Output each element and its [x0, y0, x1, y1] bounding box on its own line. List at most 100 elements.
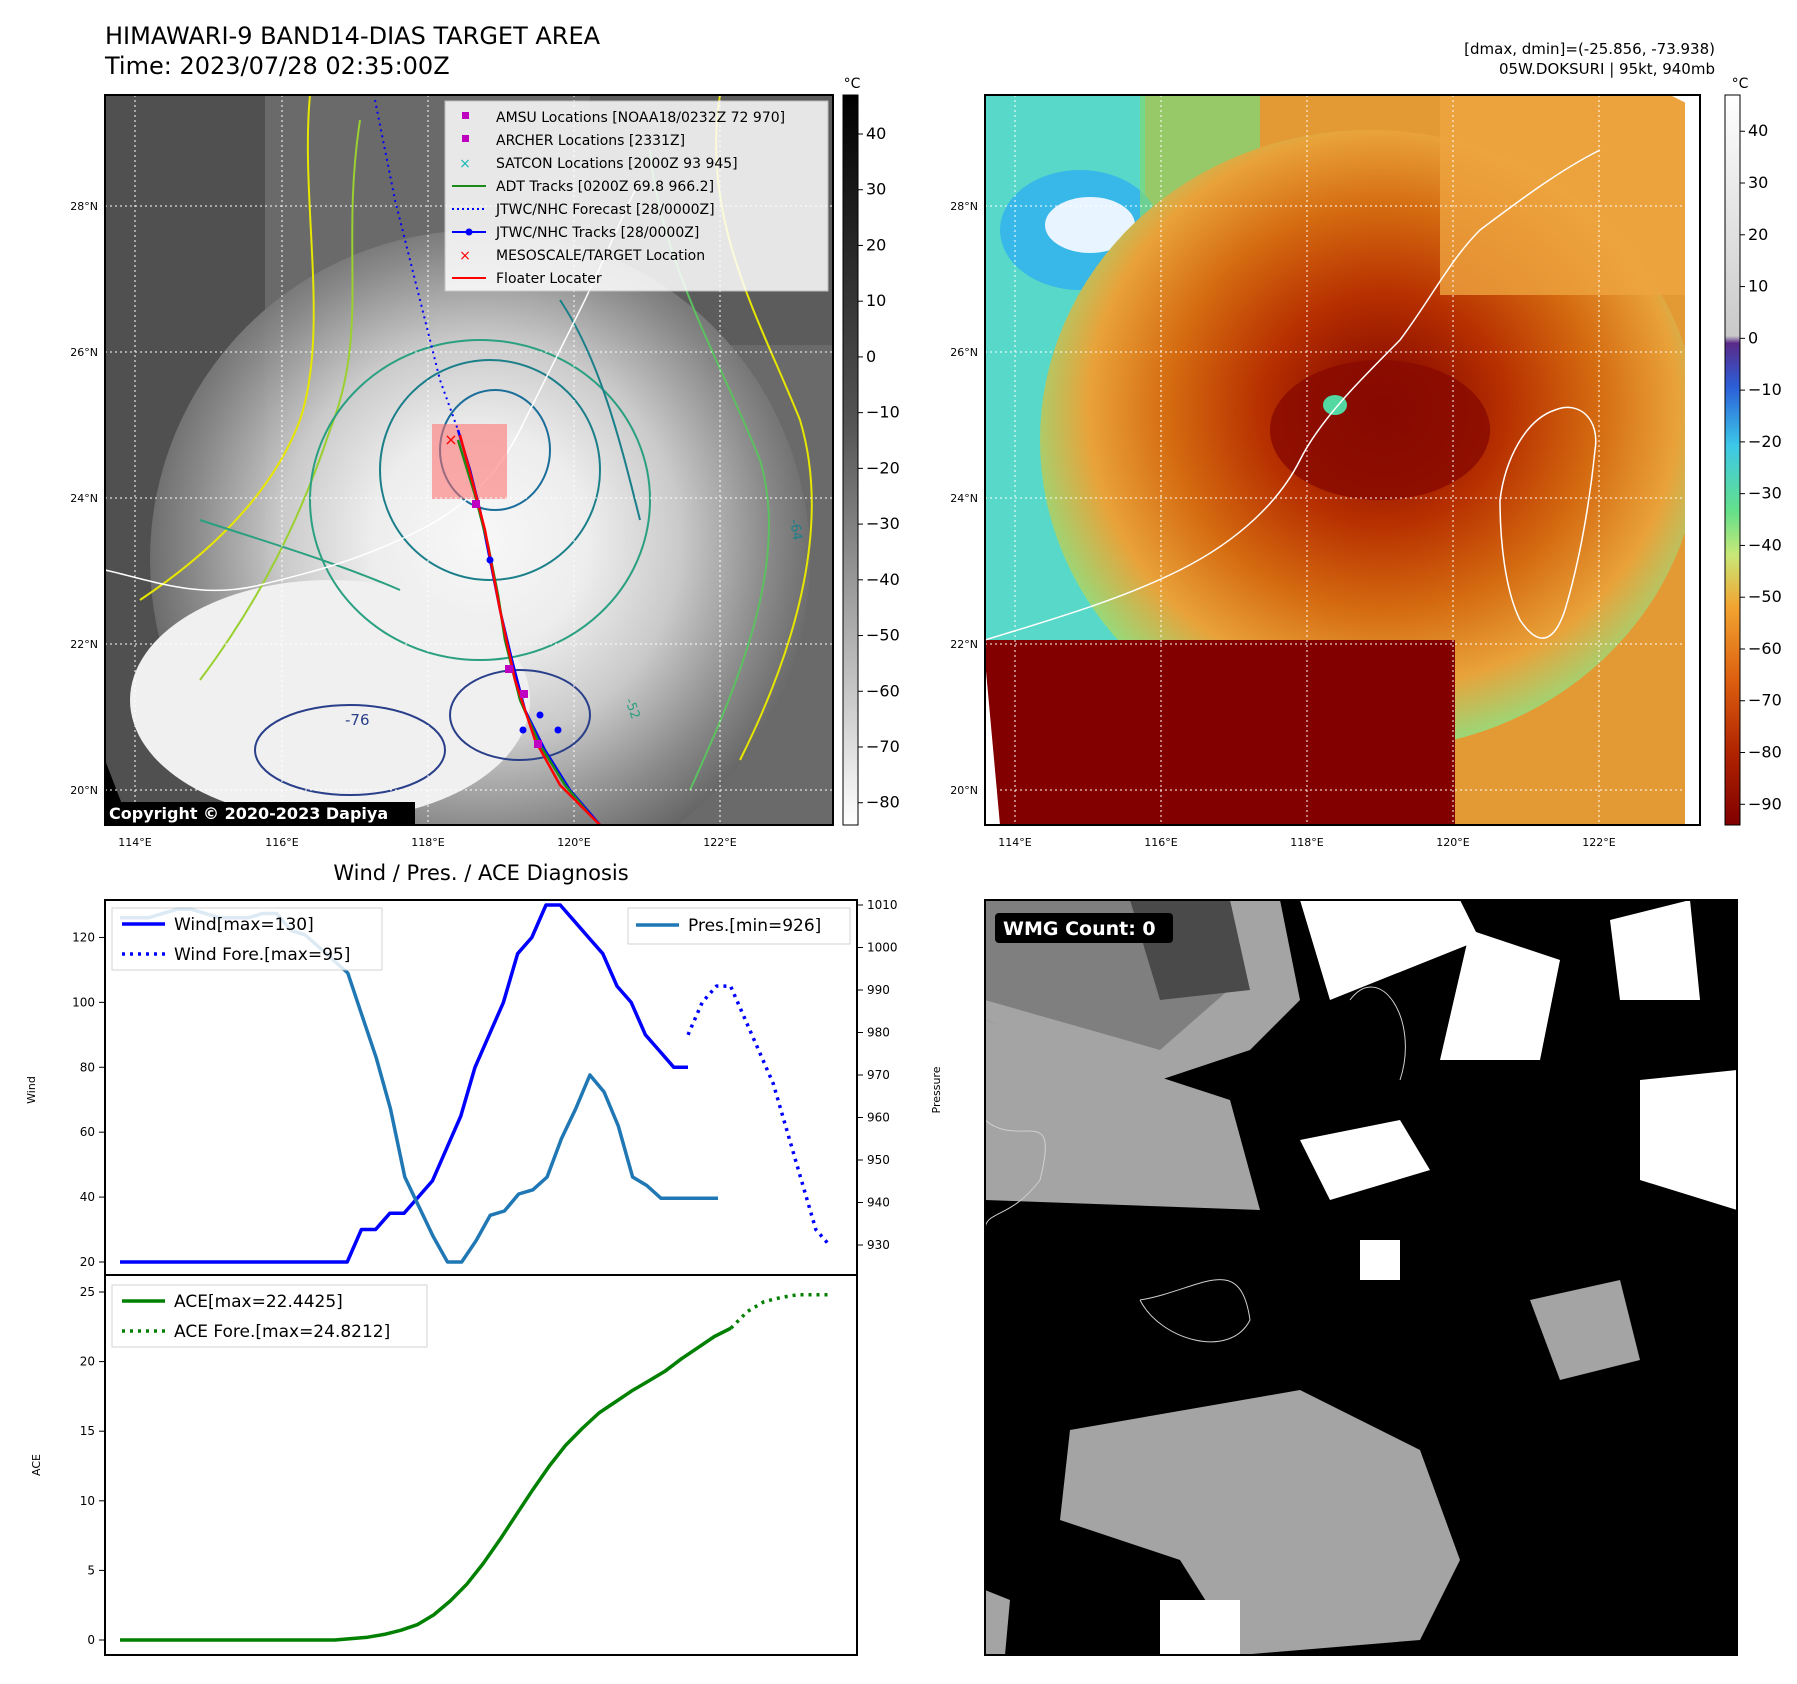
lat-tick: 24°N: [70, 492, 98, 505]
wmg-count-label: WMG Count: 0: [1003, 918, 1156, 940]
lon-tick: 118°E: [411, 836, 444, 849]
color-colorbar-tick-label: −80: [1748, 743, 1782, 762]
lat-tick: 24°N: [950, 492, 978, 505]
legend-amsu: AMSU Locations [NOAA18/0232Z 72 970]: [496, 110, 785, 126]
ace-axis-label: ACE: [30, 1454, 43, 1476]
map-legend: AMSU Locations [NOAA18/0232Z 72 970] ARC…: [444, 100, 829, 292]
pressure-axis-tick-label: 970: [867, 1068, 890, 1082]
color-colorbar-tick-label: 10: [1748, 277, 1768, 296]
ace-series-line: [120, 1326, 732, 1642]
lon-tick: 120°E: [1436, 836, 1469, 849]
gray-colorbar-tick-label: 30: [866, 180, 886, 199]
gray-colorbar-tick-label: −70: [866, 737, 900, 756]
ir-color-map: 114°E 116°E 118°E 120°E 122°E 28°N 26°N …: [950, 94, 1701, 849]
legend-satcon: SATCON Locations [2000Z 93 945]: [496, 156, 738, 172]
pressure-axis-tick-label: 930: [867, 1238, 890, 1252]
target-marker: ×: [444, 430, 457, 449]
wind-axis-label: Wind: [25, 1076, 38, 1104]
wind-axis-tick-label: 60: [80, 1125, 95, 1139]
pressure-axis-tick-label: 950: [867, 1153, 890, 1167]
colorbar-unit: °C: [1732, 76, 1749, 92]
gray-colorbar-tick-label: −50: [866, 626, 900, 645]
legend-floater: Floater Locater: [496, 271, 602, 287]
pressure-legend: Pres.[min=926]: [627, 907, 851, 945]
lon-tick: 118°E: [1290, 836, 1323, 849]
gray-colorbar-tick-label: −30: [866, 514, 900, 533]
legend-ace: ACE[max=22.4425]: [174, 1292, 343, 1312]
gray-colorbar-tick-label: −10: [866, 403, 900, 422]
lat-tick: 28°N: [70, 200, 98, 213]
lat-tick: 26°N: [950, 346, 978, 359]
legend-wind-fore: Wind Fore.[max=95]: [174, 945, 350, 965]
ir-gray-map: × -76 -64 -52 Copyright © 2020-2023 Dapi…: [70, 94, 834, 849]
lat-tick: 22°N: [70, 638, 98, 651]
color-colorbar-tick-label: −50: [1748, 587, 1782, 606]
gray-colorbar-tick-label: −40: [866, 570, 900, 589]
ace-axis-tick-label: 20: [80, 1355, 95, 1369]
contour-label: -76: [345, 711, 370, 729]
pressure-axis-tick-label: 990: [867, 983, 890, 997]
gray-colorbar-tick-label: 10: [866, 291, 886, 310]
legend-pressure: Pres.[min=926]: [688, 916, 821, 936]
lon-tick: 122°E: [703, 836, 736, 849]
lat-tick: 20°N: [950, 784, 978, 797]
color-colorbar-tick-label: −60: [1748, 639, 1782, 658]
wind-series-line: [120, 903, 688, 1264]
lat-tick: 22°N: [950, 638, 978, 651]
lon-tick: 116°E: [1144, 836, 1177, 849]
color-colorbar-tick-label: −90: [1748, 794, 1782, 813]
svg-text:×: ×: [459, 248, 471, 264]
lon-tick: 114°E: [998, 836, 1031, 849]
legend-ace-fore: ACE Fore.[max=24.8212]: [174, 1322, 390, 1342]
wmg-panel: WMG Count: 0: [984, 899, 1738, 1656]
contour-label: -52: [621, 696, 642, 721]
lon-tick: 116°E: [265, 836, 298, 849]
diagnosis-title: Wind / Pres. / ACE Diagnosis: [333, 861, 628, 885]
copyright-label: Copyright © 2020-2023 Dapiya: [109, 804, 388, 823]
contour-label: -64: [786, 518, 804, 542]
pressure-axis-tick-label: 980: [867, 1026, 890, 1040]
colorbar-unit: °C: [844, 76, 861, 92]
color-colorbar-tick-label: 0: [1748, 328, 1758, 347]
color-colorbar: °C 40 30 20 10 0 −10 −20 −30 −40 −50 −60 −70 −80 −90: [1724, 76, 1782, 826]
dmax-dmin-label: [dmax, dmin]=(-25.856, -73.938): [1464, 40, 1715, 58]
gray-colorbar-tick-label: −60: [866, 681, 900, 700]
wind-axis-tick-label: 120: [72, 930, 95, 944]
legend-adt: ADT Tracks [0200Z 69.8 966.2]: [496, 179, 714, 195]
lat-tick: 28°N: [950, 200, 978, 213]
pressure-axis-tick-label: 1010: [867, 898, 898, 912]
legend-jtwc-forecast: JTWC/NHC Forecast [28/0000Z]: [495, 202, 715, 218]
lon-tick: 114°E: [118, 836, 151, 849]
lon-tick: 120°E: [557, 836, 590, 849]
gray-colorbar-tick-label: 40: [866, 124, 886, 143]
gray-colorbar-tick-label: −80: [866, 793, 900, 812]
wind-axis-tick-label: 80: [80, 1060, 95, 1074]
ace-axis-tick-label: 5: [87, 1563, 95, 1577]
color-colorbar-tick-label: −30: [1748, 484, 1782, 503]
ace-axis-tick-label: 0: [87, 1633, 95, 1647]
wind-axis-tick-label: 40: [80, 1190, 95, 1204]
ace-axis-tick-label: 15: [80, 1424, 95, 1438]
wind-pressure-chart: 20 40 60 80 100 120 930 940 950 960 970 980 990 1000…: [25, 898, 943, 1276]
figure-title: HIMAWARI-9 BAND14-DIAS TARGET AREA: [105, 22, 601, 50]
color-colorbar-tick-label: 20: [1748, 225, 1768, 244]
color-colorbar-tick-label: −20: [1748, 432, 1782, 451]
pressure-axis-tick-label: 960: [867, 1111, 890, 1125]
lon-tick: 122°E: [1582, 836, 1615, 849]
wind-axis-tick-label: 100: [72, 995, 95, 1009]
lat-tick: 20°N: [70, 784, 98, 797]
gray-colorbar: °C 40 30 20 10 0 −10 −20 −30 −40 −50 −60 −70 −80: [842, 76, 900, 826]
svg-text:×: ×: [459, 156, 471, 172]
ace-legend: ACE[max=22.4425] ACE Fore.[max=24.8212]: [111, 1284, 428, 1348]
legend-wind: Wind[max=130]: [174, 915, 314, 935]
ace-chart: 0 5 10 15 20 25 ACE ACE[max=22.4425] ACE Fore…: [30, 1274, 858, 1656]
pressure-axis-tick-label: 1000: [867, 941, 898, 955]
pressure-axis-tick-label: 940: [867, 1196, 890, 1210]
ace-axis-tick-label: 10: [80, 1494, 95, 1508]
wind-forecast-line: [686, 984, 832, 1247]
gray-colorbar-tick-label: 0: [866, 347, 876, 366]
pressure-axis-label: Pressure: [930, 1066, 943, 1113]
legend-mesoscale: MESOSCALE/TARGET Location: [496, 248, 705, 264]
color-colorbar-tick-label: −70: [1748, 691, 1782, 710]
